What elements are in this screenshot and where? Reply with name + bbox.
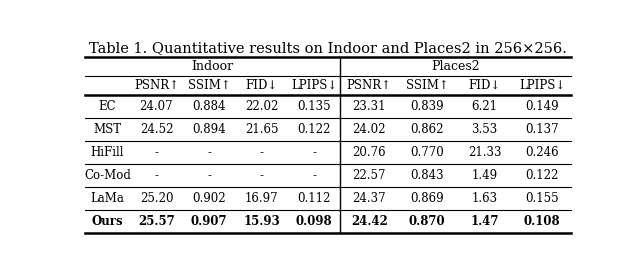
Text: -: - [154,146,159,159]
Text: 0.839: 0.839 [410,100,444,113]
Text: 15.93: 15.93 [243,215,280,228]
Text: 0.870: 0.870 [408,215,445,228]
Text: 0.155: 0.155 [525,192,559,205]
Text: 0.907: 0.907 [191,215,227,228]
Text: 22.57: 22.57 [353,169,386,182]
Text: 0.122: 0.122 [298,123,331,136]
Text: 21.65: 21.65 [245,123,278,136]
Text: 6.21: 6.21 [472,100,497,113]
Text: 0.246: 0.246 [525,146,559,159]
Text: 0.108: 0.108 [524,215,561,228]
Text: 0.902: 0.902 [192,192,226,205]
Text: 0.149: 0.149 [525,100,559,113]
Text: 0.112: 0.112 [298,192,331,205]
Text: 24.52: 24.52 [140,123,173,136]
Text: -: - [207,146,211,159]
Text: PSNR↑: PSNR↑ [134,79,179,92]
Text: LaMa: LaMa [91,192,125,205]
Text: 3.53: 3.53 [472,123,498,136]
Text: SSIM↑: SSIM↑ [406,79,448,92]
Text: Co-Mod: Co-Mod [84,169,131,182]
Text: 0.770: 0.770 [410,146,444,159]
Text: 24.42: 24.42 [351,215,388,228]
Text: Ours: Ours [92,215,124,228]
Text: -: - [260,169,264,182]
Text: 1.47: 1.47 [470,215,499,228]
Text: 0.137: 0.137 [525,123,559,136]
Text: Table 1. Quantitative results on Indoor and Places2 in 256×256.: Table 1. Quantitative results on Indoor … [89,42,567,56]
Text: 25.57: 25.57 [138,215,175,228]
Text: MST: MST [93,123,122,136]
Text: 0.098: 0.098 [296,215,332,228]
Text: -: - [154,169,159,182]
Text: -: - [260,146,264,159]
Text: 0.862: 0.862 [410,123,444,136]
Text: LPIPS↓: LPIPS↓ [291,79,337,92]
Text: 23.31: 23.31 [353,100,386,113]
Text: 24.37: 24.37 [353,192,386,205]
Text: HiFill: HiFill [91,146,124,159]
Text: Places2: Places2 [431,60,480,73]
Text: 20.76: 20.76 [353,146,386,159]
Text: PSNR↑: PSNR↑ [347,79,392,92]
Text: 22.02: 22.02 [245,100,278,113]
Text: 0.884: 0.884 [192,100,226,113]
Text: SSIM↑: SSIM↑ [188,79,230,92]
Text: Indoor: Indoor [191,60,234,73]
Text: 25.20: 25.20 [140,192,173,205]
Text: -: - [312,169,316,182]
Text: EC: EC [99,100,116,113]
Text: 1.63: 1.63 [472,192,498,205]
Text: 0.843: 0.843 [410,169,444,182]
Text: 1.49: 1.49 [472,169,498,182]
Text: 0.869: 0.869 [410,192,444,205]
Text: LPIPS↓: LPIPS↓ [519,79,565,92]
Text: 24.02: 24.02 [353,123,386,136]
Text: 16.97: 16.97 [244,192,278,205]
Text: 0.894: 0.894 [192,123,226,136]
Text: FID↓: FID↓ [245,79,278,92]
Text: -: - [312,146,316,159]
Text: 0.122: 0.122 [525,169,559,182]
Text: 0.135: 0.135 [298,100,331,113]
Text: 21.33: 21.33 [468,146,501,159]
Text: -: - [207,169,211,182]
Text: 24.07: 24.07 [140,100,173,113]
Text: FID↓: FID↓ [468,79,500,92]
